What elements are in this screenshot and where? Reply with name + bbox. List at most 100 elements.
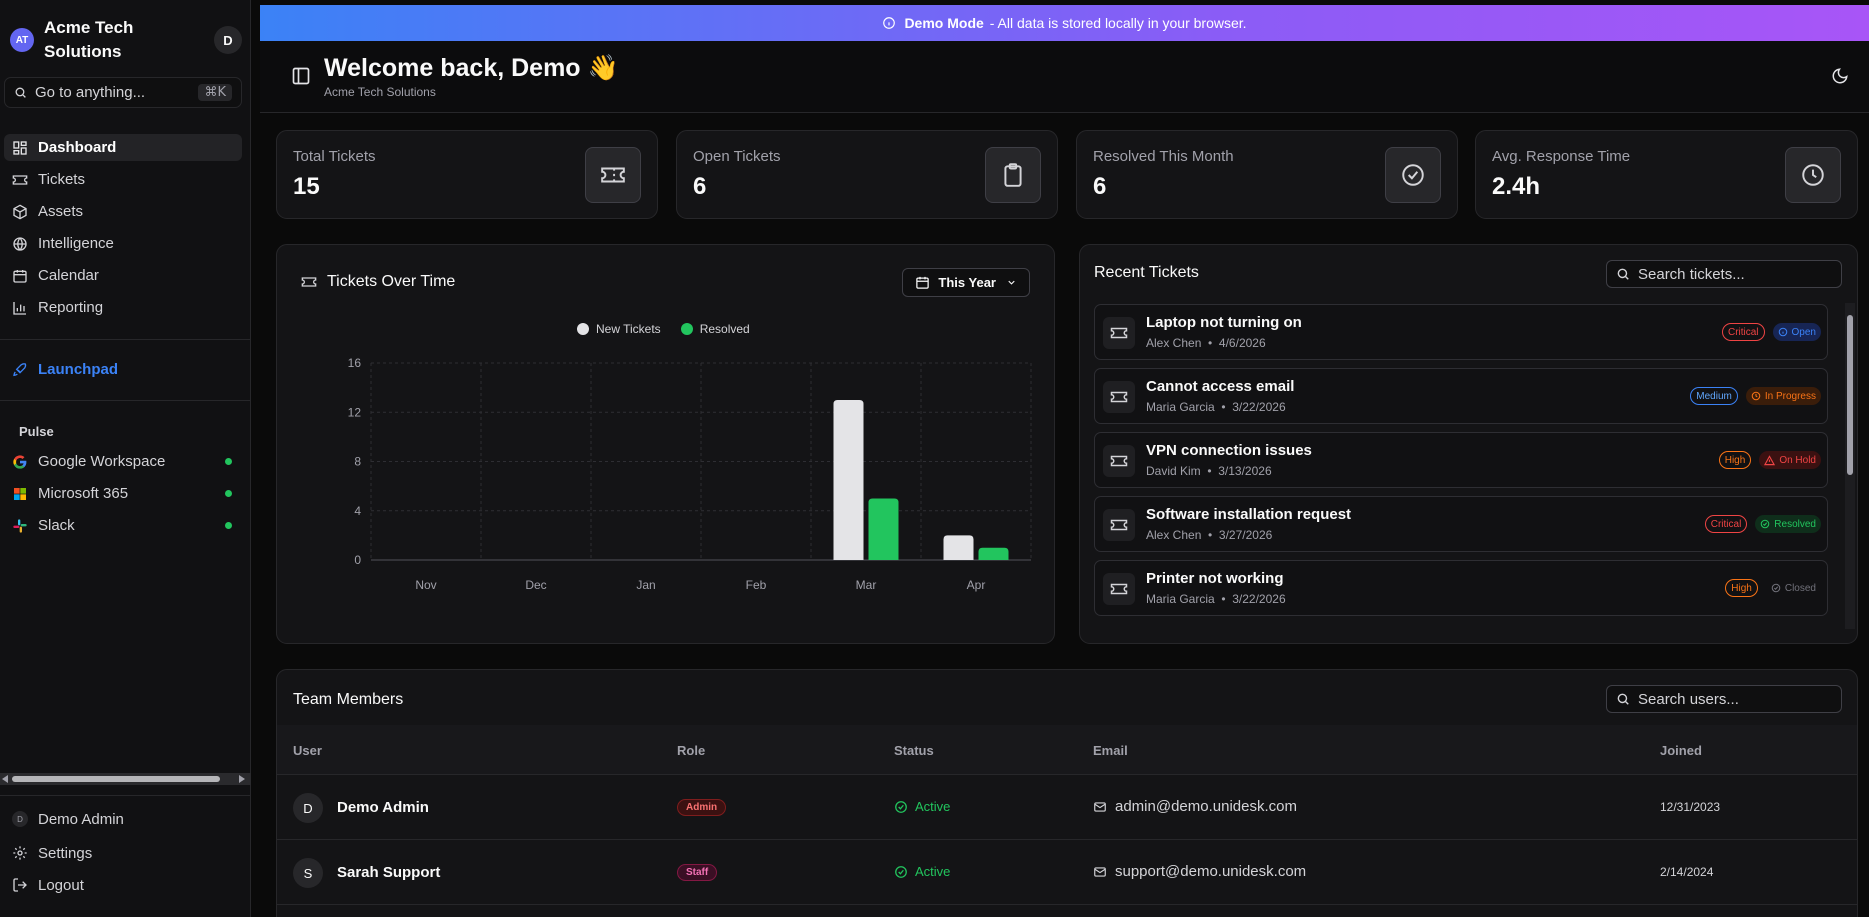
date-range-select[interactable]: This Year: [902, 268, 1030, 297]
user-search-input[interactable]: [1638, 690, 1818, 708]
scroll-left-arrow-icon[interactable]: [2, 775, 8, 783]
pulse-item-microsoft-365[interactable]: Microsoft 365: [4, 480, 242, 507]
ticket-icon: [1110, 519, 1128, 531]
stat-card-resolved-this-month: Resolved This Month 6: [1076, 130, 1458, 219]
ticket-date: 3/27/2026: [1218, 528, 1273, 542]
column-header-email[interactable]: Email: [1093, 743, 1128, 758]
column-header-status[interactable]: Status: [894, 743, 934, 758]
ticket-item[interactable]: Cannot access email Maria Garcia • 3/22/…: [1094, 368, 1828, 424]
page-title: Welcome back, Demo 👋: [324, 54, 619, 82]
stat-value: 6: [693, 173, 707, 200]
calendar-icon: [13, 269, 27, 283]
ticket-search-input[interactable]: [1638, 265, 1818, 283]
logout-link[interactable]: Logout: [12, 872, 242, 898]
nav-item-intelligence[interactable]: Intelligence: [4, 230, 242, 257]
ticket-meta: Alex Chen • 3/27/2026: [1146, 528, 1273, 542]
go-to-anything-search[interactable]: Go to anything... ⌘K: [4, 77, 242, 108]
nav-item-assets[interactable]: Assets: [4, 198, 242, 225]
chart-title: Tickets Over Time: [327, 273, 456, 290]
ticket-icon: [1110, 391, 1128, 403]
nav-item-launchpad[interactable]: Launchpad: [4, 356, 242, 383]
brand[interactable]: AT Acme Tech Solutions D: [10, 18, 242, 62]
email-label: admin@demo.unidesk.com: [1115, 798, 1297, 815]
pulse-label: Microsoft 365: [38, 485, 129, 502]
mail-icon: [1094, 801, 1106, 812]
ticket-icon: [1110, 327, 1128, 339]
stat-value: 15: [293, 173, 320, 200]
tickets-vertical-scrollbar[interactable]: [1845, 303, 1855, 629]
priority-badge: Critical: [1721, 323, 1765, 341]
user-search[interactable]: [1606, 685, 1842, 713]
check-circle-icon: [895, 865, 907, 878]
ticket-title: Software installation request: [1146, 506, 1352, 523]
ticket-user: Alex Chen: [1146, 336, 1202, 350]
demo-mode-banner: Demo Mode - All data is stored locally i…: [260, 5, 1869, 41]
pulse-item-google-workspace[interactable]: Google Workspace: [4, 448, 242, 475]
column-header-role[interactable]: Role: [677, 743, 706, 758]
stat-label: Open Tickets: [693, 148, 781, 165]
nav-item-reporting[interactable]: Reporting: [4, 294, 242, 321]
theme-toggle-moon-icon[interactable]: [1831, 67, 1849, 85]
legend-item[interactable]: New Tickets: [577, 322, 661, 336]
ticket-search[interactable]: [1606, 260, 1842, 288]
status-label: Active: [915, 864, 951, 879]
ticket-item[interactable]: VPN connection issues David Kim • 3/13/2…: [1094, 432, 1828, 488]
brand-logo: AT: [10, 28, 34, 52]
y-tick-label: 0: [354, 553, 361, 567]
table-row[interactable]: D Demo Admin Admin Active admin@demo.uni…: [277, 775, 1857, 840]
nav-label: Tickets: [38, 171, 85, 188]
globe-icon: [13, 236, 27, 251]
status-label: Active: [915, 799, 951, 814]
pulse-heading: Pulse: [19, 424, 54, 439]
nav-label: Intelligence: [38, 235, 114, 252]
status-label: In Progress: [1764, 390, 1816, 402]
priority-badge: Critical: [1704, 515, 1748, 533]
joined-date: 12/31/2023: [1660, 800, 1721, 814]
status-label: Open: [1791, 326, 1816, 338]
sidebar-horizontal-scrollbar[interactable]: [0, 773, 251, 785]
launchpad-label: Launchpad: [38, 361, 119, 378]
sidebar-toggle-icon[interactable]: [291, 66, 311, 86]
stat-card-open-tickets: Open Tickets 6: [676, 130, 1058, 219]
scrollbar-thumb[interactable]: [1847, 315, 1853, 475]
user-avatar-button[interactable]: D: [214, 26, 242, 54]
scroll-right-arrow-icon[interactable]: [239, 775, 245, 783]
nav-item-calendar[interactable]: Calendar: [4, 262, 242, 289]
ticket-item[interactable]: Software installation request Alex Chen …: [1094, 496, 1828, 552]
brand-name: Acme Tech Solutions: [44, 18, 134, 61]
table-row[interactable]: S Sarah Support Staff Active support@dem…: [277, 840, 1857, 905]
slack-icon: [13, 518, 27, 533]
search-icon: [1617, 268, 1629, 280]
ticket-icon: [601, 167, 625, 183]
ticket-meta: Maria Garcia • 3/22/2026: [1146, 592, 1286, 606]
ticket-item[interactable]: Laptop not turning on Alex Chen • 4/6/20…: [1094, 304, 1828, 360]
legend-swatch: [680, 323, 693, 335]
status-badge: Closed: [1766, 579, 1821, 597]
avatar: D: [293, 793, 323, 823]
status-label: On Hold: [1779, 454, 1816, 466]
check-circle-icon: [1402, 164, 1424, 186]
pulse-list: Google Workspace Microsoft 365 Slack: [4, 448, 242, 544]
user-email: support@demo.unidesk.com: [1093, 863, 1306, 880]
stat-label: Avg. Response Time: [1492, 148, 1631, 165]
current-user[interactable]: D Demo Admin: [12, 806, 242, 832]
column-header-user[interactable]: User: [293, 743, 322, 758]
logout-icon: [13, 878, 27, 892]
demo-mode-text: - All data is stored locally in your bro…: [989, 15, 1247, 31]
ticket-item[interactable]: Printer not working Maria Garcia • 3/22/…: [1094, 560, 1828, 616]
column-header-joined[interactable]: Joined: [1660, 743, 1702, 758]
main-nav: Dashboard Tickets Assets Intelligence Ca…: [4, 134, 242, 326]
pulse-item-slack[interactable]: Slack: [4, 512, 242, 539]
settings-link[interactable]: Settings: [12, 840, 242, 866]
check-circle-icon: [1771, 583, 1781, 593]
search-icon: [15, 87, 26, 98]
nav-item-dashboard[interactable]: Dashboard: [4, 134, 242, 161]
legend-item[interactable]: Resolved: [680, 322, 750, 336]
y-tick-label: 4: [354, 504, 361, 518]
search-icon: [1617, 693, 1629, 705]
check-circle-icon: [1761, 519, 1770, 529]
nav-label: Dashboard: [38, 139, 117, 156]
nav-item-tickets[interactable]: Tickets: [4, 166, 242, 193]
scrollbar-thumb[interactable]: [12, 776, 220, 782]
tickets-over-time-card: Tickets Over Time This Year New Tickets …: [276, 244, 1055, 644]
